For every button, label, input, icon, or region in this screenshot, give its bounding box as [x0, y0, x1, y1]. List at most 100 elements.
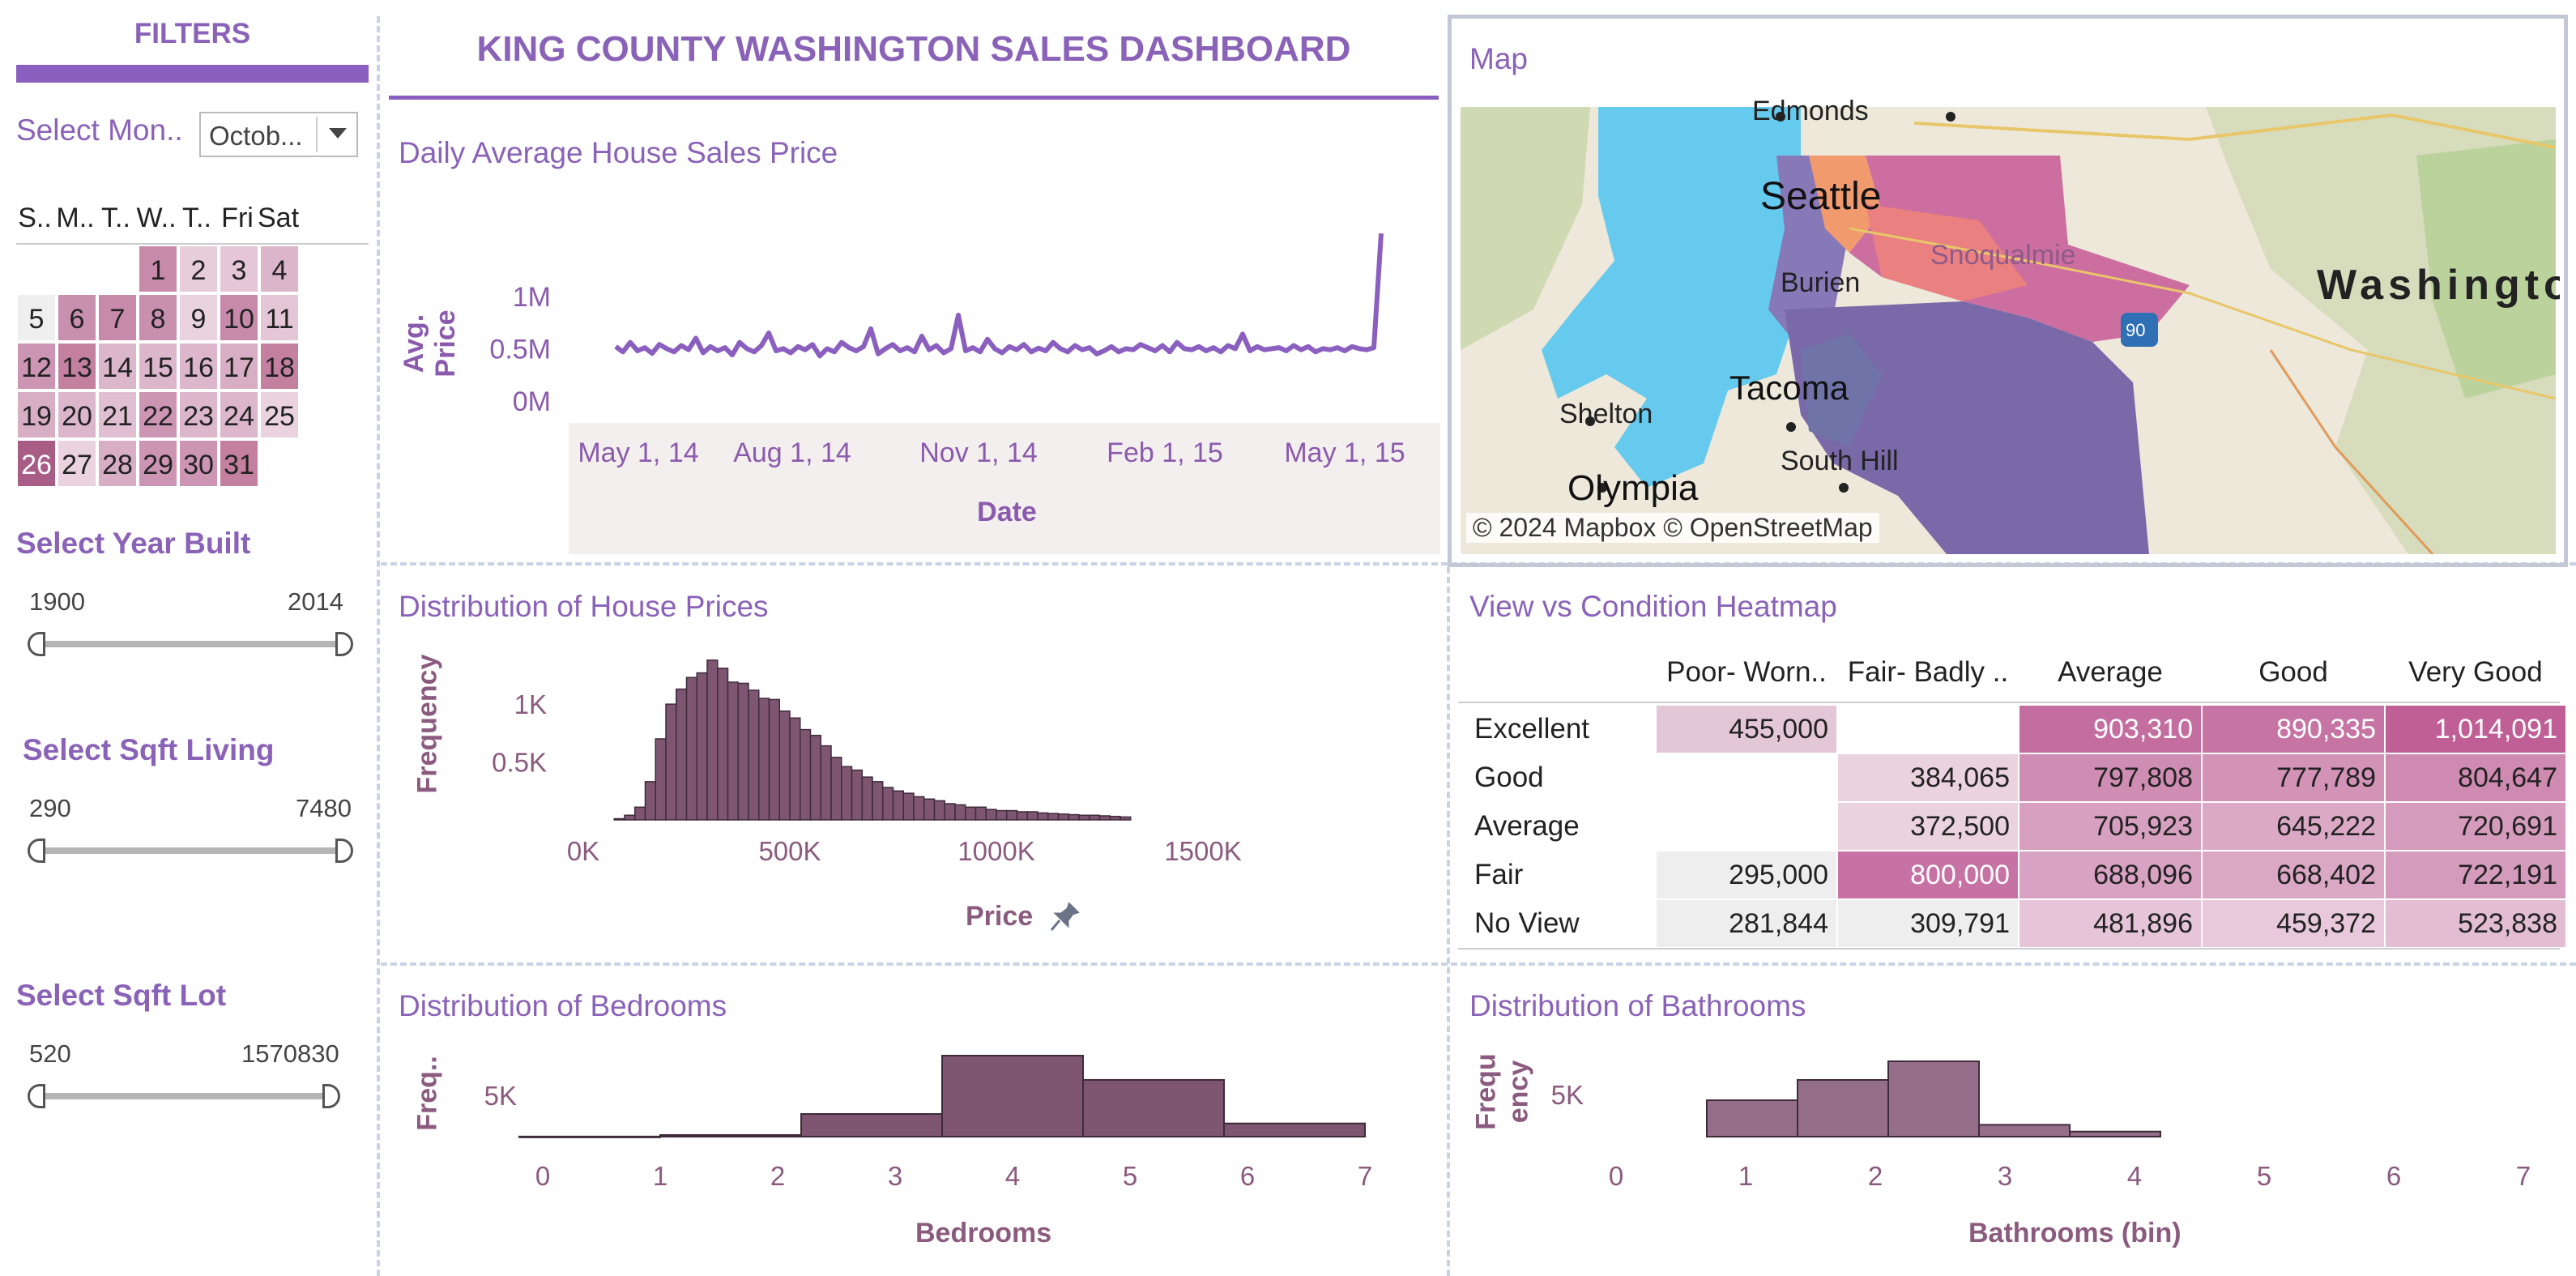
calendar-day[interactable]: 30	[178, 439, 219, 488]
price-bar[interactable]	[861, 776, 873, 821]
price-bar[interactable]	[676, 688, 688, 821]
calendar-day[interactable]: 20	[57, 390, 97, 439]
bathrooms-bar[interactable]	[1887, 1060, 1980, 1137]
price-bar[interactable]	[1068, 813, 1080, 821]
price-bar[interactable]	[1006, 809, 1018, 821]
heatmap-cell[interactable]: 903,310	[2019, 705, 2202, 753]
price-bar[interactable]	[696, 672, 708, 821]
heatmap-cell[interactable]: 777,789	[2202, 753, 2385, 802]
sqft-living-slider-track[interactable]	[32, 847, 344, 854]
price-bar[interactable]	[748, 689, 760, 821]
heatmap-cell[interactable]	[1656, 753, 1837, 802]
price-bar[interactable]	[965, 806, 977, 821]
sqft-lot-slider-track[interactable]	[32, 1093, 332, 1099]
heatmap-cell[interactable]: 720,691	[2385, 802, 2566, 851]
price-bar[interactable]	[1109, 815, 1121, 821]
calendar-day[interactable]: 14	[97, 342, 138, 390]
price-bar[interactable]	[1037, 812, 1049, 821]
calendar-day[interactable]: 7	[97, 293, 138, 342]
price-bar[interactable]	[685, 676, 697, 821]
price-bar[interactable]	[644, 781, 656, 821]
price-bar[interactable]	[1016, 811, 1028, 821]
heatmap-cell[interactable]	[1837, 705, 2019, 753]
price-bar[interactable]	[975, 806, 987, 821]
bedrooms-bar[interactable]	[1223, 1122, 1366, 1137]
price-bar[interactable]	[778, 710, 791, 821]
heatmap-cell[interactable]: 455,000	[1656, 705, 1837, 753]
price-bar[interactable]	[851, 769, 863, 821]
price-bar[interactable]	[954, 804, 966, 821]
calendar-day[interactable]: 12	[16, 342, 57, 390]
bedrooms-bar[interactable]	[1082, 1078, 1225, 1137]
price-bar[interactable]	[1047, 813, 1060, 821]
calendar-day[interactable]: 1	[138, 245, 178, 293]
year-built-max-handle[interactable]	[335, 632, 353, 656]
price-bar[interactable]	[1078, 814, 1090, 821]
bathrooms-bar[interactable]	[1706, 1099, 1798, 1137]
calendar-day[interactable]: 15	[138, 342, 178, 390]
price-bar[interactable]	[830, 757, 842, 821]
year-built-slider-track[interactable]	[32, 641, 344, 647]
price-bar[interactable]	[706, 659, 719, 821]
calendar-day[interactable]: 9	[178, 293, 219, 342]
year-built-min-handle[interactable]	[28, 632, 45, 656]
heatmap-cell[interactable]: 309,791	[1837, 899, 2019, 948]
calendar-day[interactable]: 8	[138, 293, 178, 342]
price-bar[interactable]	[913, 796, 925, 821]
calendar-day[interactable]: 25	[259, 390, 300, 439]
price-bar[interactable]	[717, 668, 729, 821]
price-bar[interactable]	[985, 809, 997, 821]
heatmap-cell[interactable]	[1656, 802, 1837, 851]
calendar-day[interactable]: 16	[178, 342, 219, 390]
price-bar[interactable]	[634, 806, 646, 821]
bedrooms-bar[interactable]	[659, 1133, 802, 1137]
price-bar[interactable]	[665, 703, 677, 821]
price-bar[interactable]	[892, 790, 904, 821]
bathrooms-bar[interactable]	[2069, 1130, 2161, 1137]
price-bar[interactable]	[655, 738, 667, 821]
price-bar[interactable]	[902, 792, 915, 821]
price-bar[interactable]	[1120, 816, 1132, 821]
calendar-day[interactable]: 4	[259, 245, 300, 293]
heatmap-cell[interactable]: 668,402	[2202, 851, 2385, 899]
heatmap-cell[interactable]: 804,647	[2385, 753, 2566, 802]
heatmap-cell[interactable]: 481,896	[2019, 899, 2202, 948]
price-bar[interactable]	[1057, 813, 1069, 821]
calendar-day[interactable]: 13	[57, 342, 97, 390]
price-bar[interactable]	[996, 809, 1008, 821]
heatmap-cell[interactable]: 295,000	[1656, 851, 1837, 899]
heatmap-cell[interactable]: 1,014,091	[2385, 705, 2566, 753]
heatmap-cell[interactable]: 384,065	[1837, 753, 2019, 802]
pin-icon[interactable]	[1048, 901, 1081, 937]
price-bar[interactable]	[624, 814, 636, 821]
price-bar[interactable]	[923, 798, 936, 821]
price-bar[interactable]	[727, 681, 739, 821]
price-bar[interactable]	[872, 781, 884, 821]
calendar-day[interactable]: 6	[57, 293, 97, 342]
price-bar[interactable]	[768, 698, 780, 821]
calendar-day[interactable]: 28	[97, 439, 138, 488]
heatmap-cell[interactable]: 645,222	[2202, 802, 2385, 851]
bedrooms-bar[interactable]	[941, 1055, 1084, 1137]
price-bar[interactable]	[841, 766, 853, 821]
heatmap-cell[interactable]: 797,808	[2019, 753, 2202, 802]
calendar-day[interactable]: 27	[57, 439, 97, 488]
bedrooms-bar[interactable]	[800, 1112, 943, 1137]
heatmap-cell[interactable]: 688,096	[2019, 851, 2202, 899]
calendar-day[interactable]: 17	[219, 342, 259, 390]
calendar-day[interactable]: 23	[178, 390, 219, 439]
price-bar[interactable]	[1098, 815, 1111, 821]
heatmap-cell[interactable]: 705,923	[2019, 802, 2202, 851]
price-bar[interactable]	[944, 803, 956, 821]
price-bar[interactable]	[820, 745, 832, 821]
sqft-living-max-handle[interactable]	[335, 839, 353, 863]
sqft-lot-max-handle[interactable]	[322, 1084, 340, 1108]
price-bar[interactable]	[737, 682, 749, 821]
line-series-avg-price[interactable]	[614, 233, 1384, 359]
calendar-day[interactable]: 31	[219, 439, 259, 488]
map[interactable]	[1461, 107, 2556, 554]
calendar-day[interactable]: 3	[219, 245, 259, 293]
bathrooms-bar[interactable]	[1797, 1078, 1889, 1137]
price-bar[interactable]	[882, 787, 894, 821]
calendar-day[interactable]: 5	[16, 293, 57, 342]
